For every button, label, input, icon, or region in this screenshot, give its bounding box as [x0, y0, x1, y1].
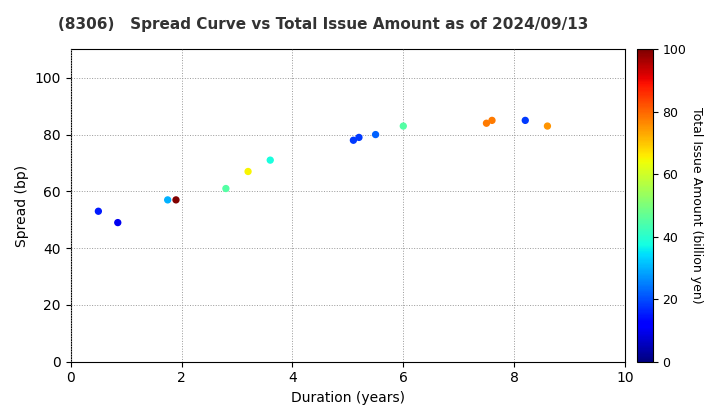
Point	[162, 197, 174, 203]
Point	[541, 123, 553, 129]
Point	[93, 208, 104, 215]
Text: (8306)   Spread Curve vs Total Issue Amount as of 2024/09/13: (8306) Spread Curve vs Total Issue Amoun…	[58, 17, 588, 32]
Point	[170, 197, 181, 203]
Point	[397, 123, 409, 129]
Point	[354, 134, 365, 141]
Point	[486, 117, 498, 124]
Y-axis label: Total Issue Amount (billion yen): Total Issue Amount (billion yen)	[690, 107, 703, 304]
Point	[264, 157, 276, 163]
Point	[243, 168, 254, 175]
Point	[348, 137, 359, 144]
Point	[370, 131, 382, 138]
Point	[520, 117, 531, 124]
Point	[220, 185, 232, 192]
Point	[112, 219, 124, 226]
X-axis label: Duration (years): Duration (years)	[291, 391, 405, 405]
Y-axis label: Spread (bp): Spread (bp)	[15, 165, 29, 247]
Point	[481, 120, 492, 126]
